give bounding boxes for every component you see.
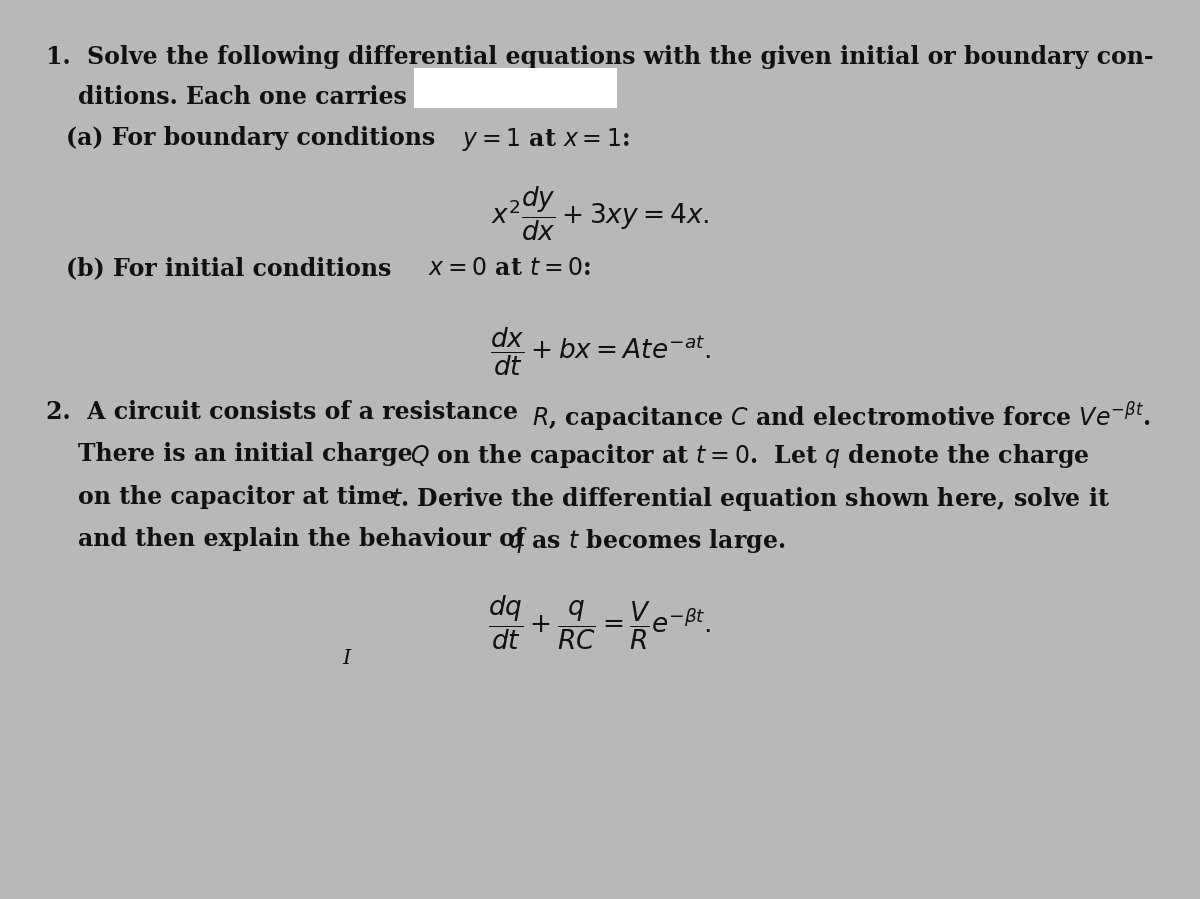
Text: $x = 0$ at $t = 0$:: $x = 0$ at $t = 0$: [428,256,592,280]
Text: 1.  Solve the following differential equations with the given initial or boundar: 1. Solve the following differential equa… [46,45,1153,69]
Text: $t$. Derive the differential equation shown here, solve it: $t$. Derive the differential equation sh… [391,485,1110,512]
Text: $q$ as $t$ becomes large.: $q$ as $t$ becomes large. [508,527,785,555]
Text: ditions. Each one carries: ditions. Each one carries [78,85,415,110]
Text: $\dfrac{dq}{dt} + \dfrac{q}{RC} = \dfrac{V}{R}e^{-\beta t}.$: $\dfrac{dq}{dt} + \dfrac{q}{RC} = \dfrac… [488,593,712,652]
Text: There is an initial charge: There is an initial charge [78,442,421,467]
Text: (a) For boundary conditions: (a) For boundary conditions [66,126,444,150]
Text: (b) For initial conditions: (b) For initial conditions [66,256,400,280]
Text: $\dfrac{dx}{dt} + bx = Ate^{-at}.$: $\dfrac{dx}{dt} + bx = Ate^{-at}.$ [490,325,710,378]
Text: $Q$ on the capacitor at $t = 0$.  Let $q$ denote the charge: $Q$ on the capacitor at $t = 0$. Let $q$… [410,442,1090,470]
Text: $y = 1$ at $x = 1$:: $y = 1$ at $x = 1$: [462,126,630,153]
Text: and then explain the behaviour of: and then explain the behaviour of [78,527,533,551]
Text: $x^2\dfrac{dy}{dx} + 3xy = 4x.$: $x^2\dfrac{dy}{dx} + 3xy = 4x.$ [491,184,709,243]
FancyBboxPatch shape [414,68,617,108]
Text: I: I [342,649,350,668]
Text: $R$, capacitance $C$ and electromotive force $Ve^{-\beta t}$.: $R$, capacitance $C$ and electromotive f… [532,400,1150,433]
Text: on the capacitor at time: on the capacitor at time [78,485,404,509]
Text: 2.  A circuit consists of a resistance: 2. A circuit consists of a resistance [46,400,526,424]
